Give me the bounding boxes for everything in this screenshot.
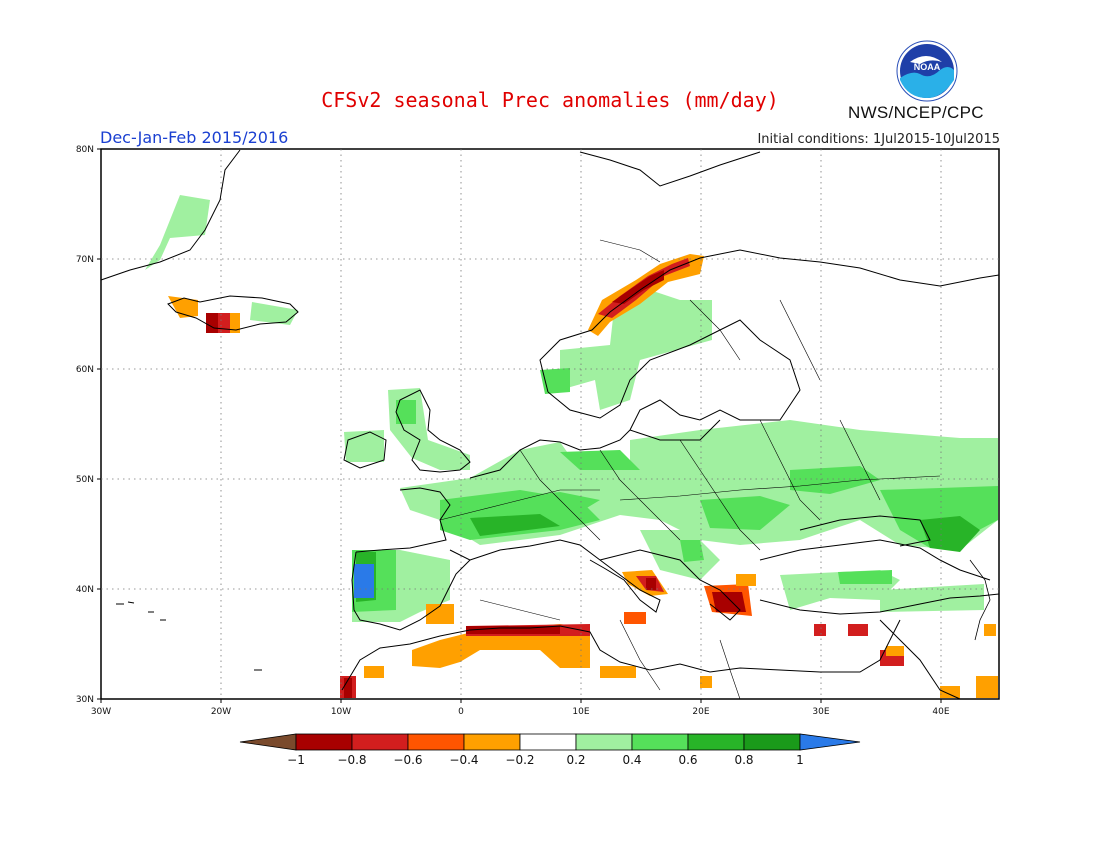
lon-label: 40E [932, 707, 949, 717]
chart-title: CFSv2 seasonal Prec anomalies (mm/day) [321, 88, 779, 112]
colorbar-swatch [519, 733, 577, 751]
lat-label: 40N [76, 585, 94, 595]
colorbar-swatch [687, 733, 745, 751]
colorbar-tick-label: 0.4 [622, 753, 641, 767]
colorbar-tick-label: −0.4 [449, 753, 478, 767]
lat-labels: 80N 70N 60N 50N 40N 30N [76, 145, 94, 705]
lon-label: 30E [812, 707, 829, 717]
colorbar-tick-label: −0.6 [393, 753, 422, 767]
colorbar-tick-label: 0.8 [734, 753, 753, 767]
graticule [101, 149, 999, 699]
colorbar-arrow-left [239, 733, 297, 751]
lat-label: 50N [76, 475, 94, 485]
colorbar-tick-label: −0.8 [337, 753, 366, 767]
lat-label: 60N [76, 365, 94, 375]
lon-labels: 30W 20W 10W 0 10E 20E 30E 40E [91, 707, 950, 717]
lon-label: 10W [331, 707, 351, 717]
axis-ticks [97, 148, 942, 703]
colorbar-tick-label: −0.2 [505, 753, 534, 767]
map-frame [100, 148, 1000, 700]
colorbar-tick-label: 0.2 [566, 753, 585, 767]
anomaly-shading [145, 195, 998, 698]
noaa-logo-icon: NOAA [896, 40, 958, 102]
colorbar-swatch [743, 733, 801, 751]
agency-label: NWS/NCEP/CPC [848, 103, 984, 122]
lon-label: 10E [572, 707, 589, 717]
lon-label: 20E [692, 707, 709, 717]
colorbar-swatch [295, 733, 353, 751]
lat-label: 70N [76, 255, 94, 265]
initial-conditions-label: Initial conditions: 1Jul2015-10Jul2015 [757, 132, 1000, 147]
colorbar-tick-label: 1 [796, 753, 804, 767]
colorbar-swatch [351, 733, 409, 751]
season-label: Dec-Jan-Feb 2015/2016 [100, 128, 289, 147]
colorbar-tick-label: 0.6 [678, 753, 697, 767]
coastlines [100, 149, 1000, 700]
lon-label: 0 [458, 707, 464, 717]
svg-text:NOAA: NOAA [914, 62, 941, 72]
colorbar-swatch [575, 733, 633, 751]
lat-label: 30N [76, 695, 94, 705]
lon-label: 30W [91, 707, 111, 717]
colorbar-arrow-right [799, 733, 861, 751]
lat-label: 80N [76, 145, 94, 155]
colorbar-swatch [463, 733, 521, 751]
colorbar-swatch [407, 733, 465, 751]
colorbar-swatch [631, 733, 689, 751]
lon-label: 20W [211, 707, 231, 717]
colorbar-tick-label: −1 [287, 753, 305, 767]
colorbar: −1 −0.8 −0.6 −0.4 −0.2 0.2 0.4 0.6 0.8 1 [239, 733, 861, 767]
